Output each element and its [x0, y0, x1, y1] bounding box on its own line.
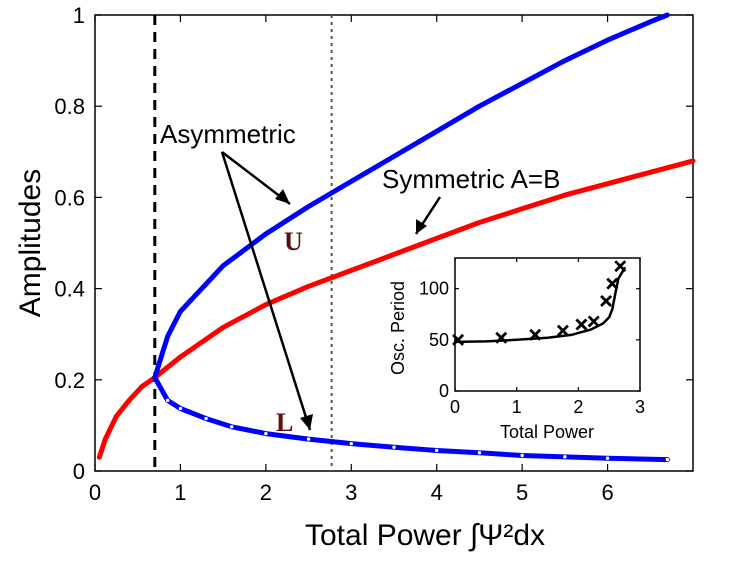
arrow-head — [275, 189, 290, 204]
data-point — [519, 453, 525, 458]
inset-x-ticks: 0 1 2 3 — [450, 258, 645, 417]
y-tick-label: 1 — [73, 3, 85, 28]
series-group — [96, 12, 696, 463]
data-point — [203, 416, 209, 421]
data-point-x-marker — [600, 294, 613, 307]
x-tick-label: 0 — [450, 397, 460, 417]
arrow-head — [416, 219, 427, 234]
data-point — [165, 398, 170, 403]
x-tick-label: 1 — [512, 397, 522, 417]
x-tick-label: 5 — [516, 480, 528, 505]
data-point — [306, 436, 311, 442]
data-point — [229, 424, 234, 430]
data-point-x-marker — [495, 331, 508, 344]
x-tick-label: 3 — [345, 480, 357, 505]
data-point-x-marker — [556, 324, 569, 337]
y-tick-label: 50 — [429, 330, 449, 350]
plot-frame — [94, 14, 694, 472]
y-tick-label: 0.8 — [54, 94, 85, 119]
data-point — [348, 441, 354, 446]
y-axis-label: Amplitudes — [14, 169, 47, 317]
y-tick-label: 0 — [73, 459, 85, 484]
x-ticks: 0 1 2 3 4 5 6 — [89, 15, 614, 505]
inset-plot: 0 1 2 3 0 50 100 Osc. Period Total Power — [388, 257, 645, 442]
reference-lines — [153, 15, 333, 471]
inset-x-axis-label: Total Power — [500, 422, 594, 442]
annotation-asymmetric: Asymmetric — [160, 119, 296, 149]
data-point — [477, 450, 482, 456]
annotation-lower-branch: L — [276, 408, 293, 437]
data-point — [178, 406, 183, 411]
y-tick-label: 0.6 — [54, 185, 85, 210]
data-point-x-marker — [529, 328, 542, 341]
series-line-0 — [453, 266, 626, 344]
data-point — [263, 431, 269, 436]
series-line-0 — [96, 158, 696, 460]
inset-frame — [454, 257, 641, 392]
x-tick-label: 6 — [601, 480, 613, 505]
y-tick-label: 0.4 — [54, 277, 85, 302]
series-line-1 — [152, 12, 670, 380]
data-point — [434, 448, 440, 453]
data-point-x-marker — [614, 260, 627, 273]
data-point — [605, 455, 610, 461]
x-tick-label: 3 — [635, 397, 645, 417]
y-tick-label: 0.2 — [54, 368, 85, 393]
inset-series-group — [452, 260, 627, 346]
x-tick-label: 0 — [89, 480, 101, 505]
data-point — [391, 444, 397, 450]
x-tick-label: 2 — [260, 480, 272, 505]
y-ticks: 0 0.2 0.4 0.6 0.8 1 — [54, 3, 693, 484]
x-axis-label: Total Power ∫Ψ²dx — [305, 519, 545, 552]
data-point-x-marker — [575, 318, 588, 331]
annotation-symmetric: Symmetric A=B — [382, 164, 560, 194]
y-tick-label: 100 — [419, 279, 449, 299]
arrow-heads — [275, 189, 427, 430]
y-tick-label: 0 — [439, 381, 449, 401]
x-tick-label: 1 — [174, 480, 186, 505]
data-point-x-marker — [606, 277, 619, 290]
annotation-upper-branch: U — [284, 227, 303, 256]
inset-y-ticks: 0 50 100 — [419, 279, 640, 401]
main-plot: 0 1 2 3 4 5 6 0 0.2 0.4 0.6 0.8 1 Amplitudes Total … — [14, 3, 696, 552]
data-point — [665, 457, 670, 462]
arrow-head — [300, 414, 313, 430]
x-tick-label: 4 — [431, 480, 443, 505]
x-tick-label: 2 — [573, 397, 583, 417]
data-point — [562, 454, 568, 460]
data-point-x-marker — [587, 315, 600, 328]
inset-y-axis-label: Osc. Period — [388, 281, 408, 375]
